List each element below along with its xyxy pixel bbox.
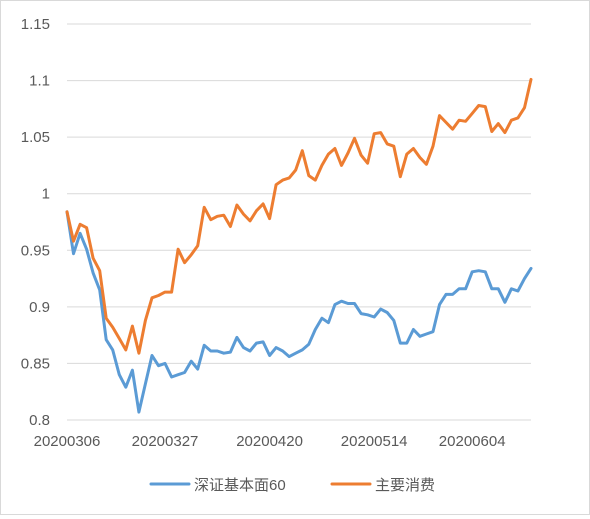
legend-label: 深证基本面60 <box>194 477 286 494</box>
gridlines <box>67 23 531 421</box>
y-tick-label: 1.1 <box>29 73 50 90</box>
x-tick-label: 20200514 <box>341 433 408 450</box>
legend: 深证基本面60 主要消费 <box>149 477 435 494</box>
series-lines <box>65 77 533 414</box>
y-tick-label: 1.15 <box>21 16 50 33</box>
legend-label: 主要消费 <box>375 477 435 494</box>
series-line-0 <box>65 210 533 414</box>
y-tick-label: 0.9 <box>29 299 50 316</box>
series-line-1 <box>65 77 533 355</box>
y-axis: 0.8 0.85 0.9 0.95 1 1.05 1.1 1.15 <box>21 16 50 429</box>
y-tick-label: 1 <box>42 186 50 203</box>
y-tick-label: 0.8 <box>29 412 50 429</box>
x-tick-label: 20200420 <box>236 433 303 450</box>
y-tick-label: 0.85 <box>21 355 50 372</box>
y-tick-label: 1.05 <box>21 129 50 146</box>
x-tick-label: 20200306 <box>34 433 101 450</box>
x-tick-label: 20200327 <box>132 433 199 450</box>
x-tick-label: 20200604 <box>439 433 506 450</box>
x-axis: 20200306 20200327 20200420 20200514 20200604 <box>34 433 506 450</box>
y-tick-label: 0.95 <box>21 242 50 259</box>
